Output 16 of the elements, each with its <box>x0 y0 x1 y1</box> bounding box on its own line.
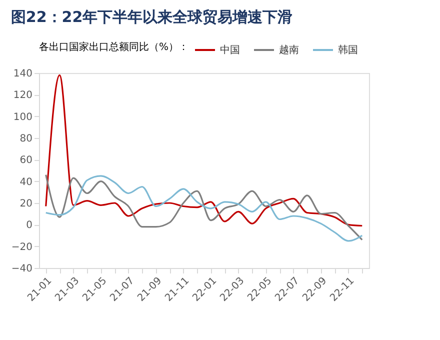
legend-title: 各出口国家出口总额同比（%）： <box>39 41 189 53</box>
y-tick-label: 0 <box>26 220 32 232</box>
y-tick-label: −20 <box>11 242 32 253</box>
y-tick-label: 20 <box>20 198 32 210</box>
y-tick-label: −40 <box>11 264 32 274</box>
chart-title: 图22：22年下半年以来全球贸易增速下滑 <box>10 8 293 26</box>
y-tick-label: 120 <box>13 90 32 102</box>
line-series <box>45 74 363 227</box>
legend-label: 中国 <box>220 44 240 56</box>
y-tick-label: 100 <box>13 112 32 123</box>
y-tick-label: 40 <box>20 176 32 188</box>
legend-label: 越南 <box>279 44 299 56</box>
y-tick-label: 80 <box>20 134 32 144</box>
legend-label: 韩国 <box>338 44 358 56</box>
y-tick-label: 140 <box>13 68 32 80</box>
y-tick-label: 60 <box>20 155 32 166</box>
